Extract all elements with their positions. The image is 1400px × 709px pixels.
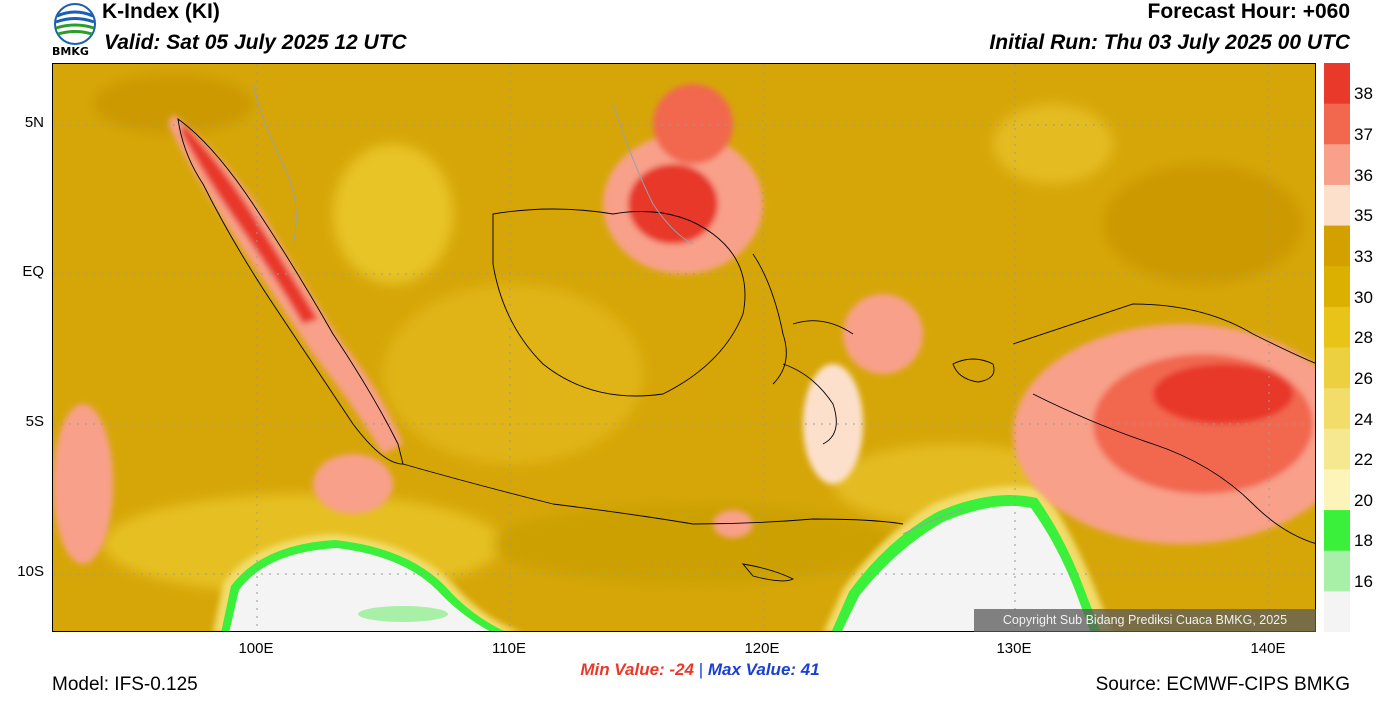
initial-run: Initial Run: Thu 03 July 2025 00 UTC	[989, 31, 1350, 54]
model-label: Model: IFS-0.125	[52, 674, 198, 695]
colorbar-swatch	[1324, 144, 1350, 186]
colorbar-label: 33	[1354, 246, 1373, 266]
colorbar-swatch	[1324, 306, 1350, 348]
lat-label-5s: 5S	[25, 413, 44, 430]
lon-label-100e: 100E	[238, 640, 274, 657]
colorbar-label: 18	[1354, 531, 1373, 551]
colorbar-swatch	[1324, 347, 1350, 389]
colorbar-swatch	[1324, 510, 1350, 552]
max-value: Max Value: 41	[707, 660, 820, 679]
colorbar-label: 38	[1354, 84, 1373, 104]
lat-label-eq: EQ	[22, 263, 44, 280]
colorbar-swatch	[1324, 63, 1350, 105]
colorbar-swatch	[1324, 266, 1350, 308]
k-index-map	[52, 63, 1316, 632]
colorbar-label: 35	[1354, 206, 1373, 226]
colorbar-label: 24	[1354, 409, 1373, 429]
colorbar-swatch	[1324, 469, 1350, 511]
colorbar-swatch	[1324, 225, 1350, 267]
colorbar-label: 37	[1354, 125, 1373, 144]
colorbar-swatch	[1324, 428, 1350, 470]
lat-label-5n: 5N	[24, 114, 44, 131]
copyright-notice: Copyright Sub Bidang Prediksi Cuaca BMKG…	[974, 609, 1316, 632]
colorbar-label: 20	[1354, 490, 1373, 510]
colorbar-label: 26	[1354, 368, 1373, 388]
colorbar-label: 16	[1354, 572, 1373, 591]
forecast-hour: Forecast Hour: +060	[1147, 0, 1351, 23]
lon-label-110e: 110E	[492, 640, 526, 657]
colorbar-swatch	[1324, 184, 1350, 227]
valid-time: Valid: Sat 05 July 2025 12 UTC	[104, 31, 407, 54]
colorbar-label: 28	[1354, 328, 1373, 348]
bmkg-logo	[52, 2, 98, 60]
lon-label-140e: 140E	[1250, 640, 1286, 657]
min-value: Min Value: -24	[580, 660, 694, 679]
lat-label-10s: 10S	[17, 563, 44, 580]
colorbar-swatch	[1324, 550, 1350, 592]
separator: |	[698, 660, 704, 679]
colorbar-swatch	[1324, 591, 1350, 633]
source-label: Source: ECMWF-CIPS BMKG	[1095, 674, 1350, 695]
colorbar-label: 30	[1354, 287, 1373, 307]
logo-text: BMKG	[52, 45, 89, 58]
colorbar-swatch	[1324, 103, 1350, 145]
lon-label-120e: 120E	[744, 640, 780, 657]
colorbar	[1324, 63, 1350, 633]
colorbar-swatch	[1324, 388, 1350, 430]
map-title: K-Index (KI)	[102, 0, 220, 23]
colorbar-label: 22	[1354, 450, 1373, 470]
colorbar-label: 36	[1354, 165, 1373, 185]
lon-label-130e: 130E	[996, 640, 1032, 657]
min-max-values: Min Value: -24 | Max Value: 41	[0, 660, 1400, 680]
